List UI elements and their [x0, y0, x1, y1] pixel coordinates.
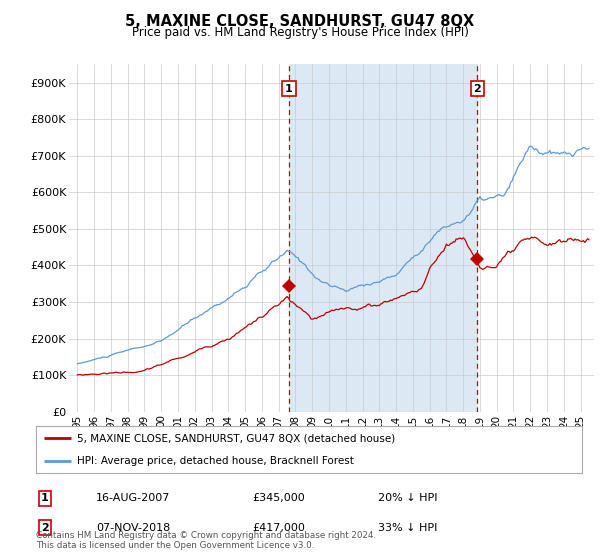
Text: Contains HM Land Registry data © Crown copyright and database right 2024.
This d: Contains HM Land Registry data © Crown c… [36, 530, 376, 550]
Text: £417,000: £417,000 [252, 522, 305, 533]
Text: 5, MAXINE CLOSE, SANDHURST, GU47 8QX: 5, MAXINE CLOSE, SANDHURST, GU47 8QX [125, 14, 475, 29]
Text: 16-AUG-2007: 16-AUG-2007 [96, 493, 170, 503]
Text: 33% ↓ HPI: 33% ↓ HPI [378, 522, 437, 533]
Text: 2: 2 [41, 522, 49, 533]
Text: 1: 1 [285, 83, 293, 94]
Text: Price paid vs. HM Land Registry's House Price Index (HPI): Price paid vs. HM Land Registry's House … [131, 26, 469, 39]
Text: £345,000: £345,000 [252, 493, 305, 503]
Text: 5, MAXINE CLOSE, SANDHURST, GU47 8QX (detached house): 5, MAXINE CLOSE, SANDHURST, GU47 8QX (de… [77, 433, 395, 444]
Text: 2: 2 [473, 83, 481, 94]
Text: 07-NOV-2018: 07-NOV-2018 [96, 522, 170, 533]
Text: HPI: Average price, detached house, Bracknell Forest: HPI: Average price, detached house, Brac… [77, 456, 354, 466]
Text: 20% ↓ HPI: 20% ↓ HPI [378, 493, 437, 503]
Bar [289, 64, 477, 412]
Text: 1: 1 [41, 493, 49, 503]
